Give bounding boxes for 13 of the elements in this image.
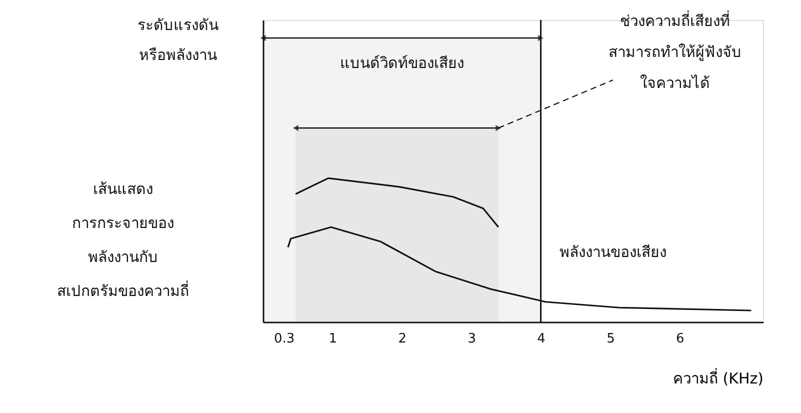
x-tick-label: 1	[328, 332, 338, 346]
x-tick-label: 2	[398, 332, 407, 346]
x-tick-label: 4	[537, 332, 546, 346]
text: ระดับแรงดัน หรือพลังงาน	[138, 16, 218, 64]
x-tick-label: 3	[468, 332, 476, 346]
x-tick-label: 6	[676, 332, 684, 346]
band-label: แบนด์วิดท์ของเสียง	[340, 54, 464, 72]
band-label: ช่วงความถี่เสียงที่ สามารถทำให้ผู้ฟังจับ ใจความได้	[608, 10, 742, 92]
x-tick-label: 0.3	[274, 332, 295, 346]
annotation: พลังงานของเสียง	[560, 242, 667, 261]
x-tick-label: 5	[606, 332, 615, 346]
x-axis-title: ความถี่ (KHz)	[673, 368, 764, 388]
text: เส้นแสดง การกระจายของ พลังงานกับ สเปกตรัมของความถี่	[57, 180, 189, 300]
